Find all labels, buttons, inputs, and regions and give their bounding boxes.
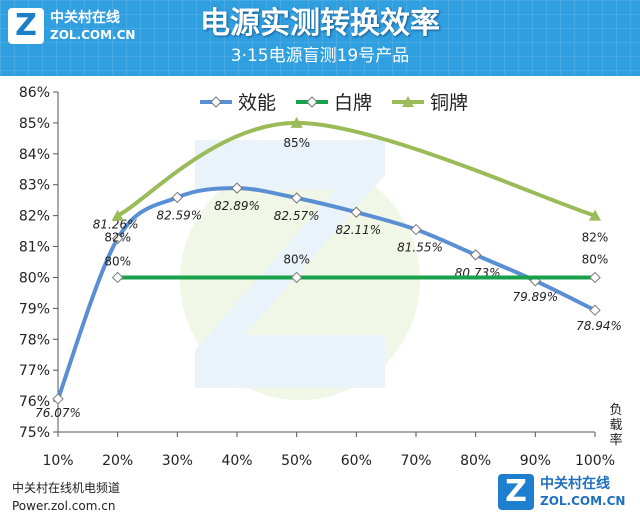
data-label: 80% (104, 254, 131, 268)
page-title: 电源实测转换效率 (200, 6, 440, 41)
data-label: 82% (582, 231, 609, 245)
data-label: 81.55% (397, 241, 443, 255)
data-label: 78.94% (576, 319, 622, 333)
series-marker (111, 209, 124, 221)
x-tick-label: 30% (162, 453, 193, 469)
x-axis-unit-label: 载 (609, 418, 622, 433)
data-label: 82.59% (156, 208, 202, 222)
header-banner: Z 中关村在线 ZOL.COM.CN 电源实测转换效率 3·15电源盲测19号产… (0, 0, 640, 76)
series-marker (469, 249, 482, 261)
y-tick-label: 75% (19, 425, 50, 441)
y-tick-label: 83% (19, 178, 50, 194)
x-tick-label: 100% (575, 453, 615, 469)
zol-brand-logo: Z 中关村在线 ZOL.COM.CN (498, 474, 632, 512)
series-marker (111, 271, 124, 284)
series-marker (171, 191, 184, 204)
y-tick-label: 76% (19, 394, 50, 410)
x-tick-label: 70% (400, 453, 431, 469)
logo-cn-text: 中关村在线 (50, 10, 120, 26)
legend-marker (402, 96, 414, 107)
x-tick-label: 20% (102, 453, 133, 469)
y-tick-label: 82% (19, 209, 50, 225)
series-marker (290, 192, 303, 204)
y-tick-label: 85% (19, 116, 50, 132)
data-label: 80% (283, 252, 310, 266)
brand-cn-text: 中关村在线 (540, 476, 610, 492)
x-axis-unit-label: 率 (609, 432, 622, 448)
data-label: 82% (104, 231, 131, 245)
data-label: 80% (582, 252, 609, 266)
x-axis-unit-label: 负 (609, 403, 622, 418)
x-tick-label: 10% (42, 453, 73, 469)
data-label: 82.57% (274, 209, 320, 223)
zol-z-icon: Z (8, 8, 44, 44)
legend-marker (210, 96, 222, 108)
zol-z-icon-footer: Z (498, 474, 534, 510)
footer-url: Power.zol.com.cn (12, 499, 116, 513)
y-tick-label: 79% (19, 301, 50, 317)
data-label: 79.89% (512, 290, 558, 304)
page-subtitle: 3·15电源盲测19号产品 (230, 46, 410, 66)
data-label: 82.89% (214, 199, 260, 213)
y-tick-label: 77% (19, 363, 50, 379)
series-marker (52, 393, 64, 405)
y-tick-label: 86% (19, 85, 50, 101)
series-marker (589, 271, 601, 284)
data-label: 82.11% (335, 223, 381, 237)
watermark-z-icon (195, 140, 385, 388)
banner-grid-pattern (0, 0, 640, 76)
efficiency-chart: 75% 76% 77% 78% 79% 80% 81% 82% 83% 84% 85% 86% 10% 2… (19, 85, 623, 469)
series-marker (290, 271, 303, 284)
legend-label: 白牌 (334, 92, 372, 114)
x-tick-label: 40% (221, 453, 252, 469)
x-tick-label: 50% (281, 453, 312, 469)
legend-marker (306, 96, 318, 108)
data-label: 81.26% (93, 218, 139, 232)
series-marker (410, 223, 422, 236)
legend-label: 效能 (238, 92, 276, 114)
series-marker (350, 206, 363, 218)
logo-en-text: ZOL.COM.CN (50, 28, 136, 42)
series-marker (589, 209, 601, 221)
y-tick-label: 80% (19, 270, 50, 286)
series-marker (290, 116, 303, 128)
series-marker (589, 304, 601, 316)
series-marker (111, 232, 124, 245)
y-tick-label: 81% (19, 240, 50, 256)
y-tick-label: 78% (19, 332, 50, 348)
x-tick-label: 60% (341, 453, 372, 469)
footer-channel: 中关村在线机电频道 (12, 481, 121, 495)
brand-en-text: ZOL.COM.CN (540, 494, 626, 508)
x-tick-label: 90% (520, 453, 551, 469)
y-tick-label: 84% (19, 147, 50, 163)
series-line (115, 120, 597, 218)
legend-label: 铜牌 (430, 92, 468, 114)
zol-logo: Z 中关村在线 ZOL.COM.CN (8, 8, 138, 48)
data-label: 85% (283, 136, 310, 150)
data-label: 76.07% (35, 406, 81, 420)
x-tick-label: 80% (460, 453, 491, 469)
series-marker (231, 182, 243, 194)
